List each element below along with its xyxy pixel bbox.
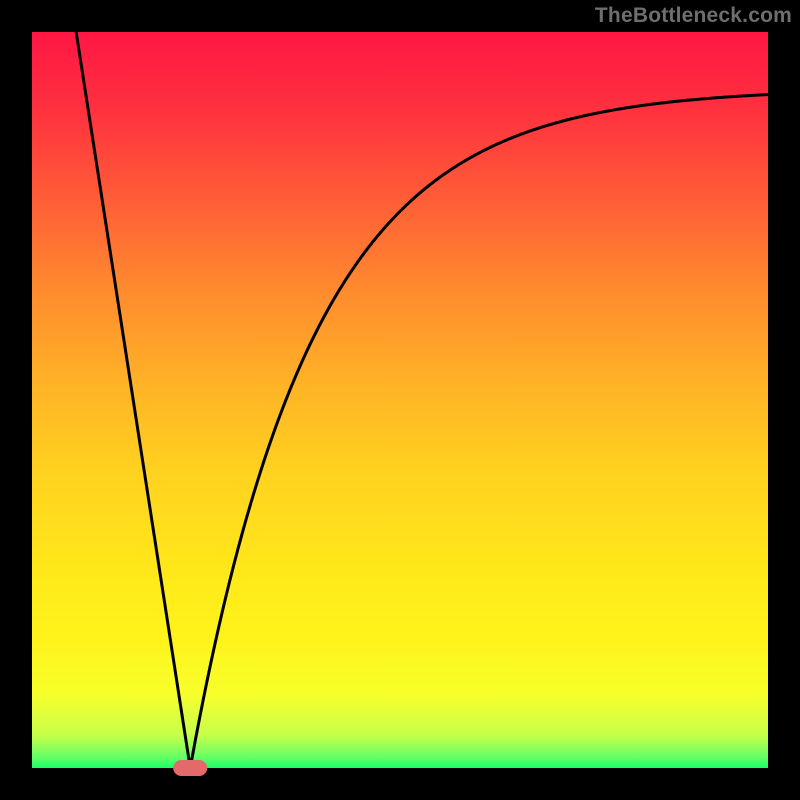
optimal-point-marker — [173, 760, 207, 776]
plot-gradient-background — [32, 32, 768, 768]
chart-svg — [0, 0, 800, 800]
chart-stage: TheBottleneck.com — [0, 0, 800, 800]
watermark-text: TheBottleneck.com — [595, 4, 792, 28]
